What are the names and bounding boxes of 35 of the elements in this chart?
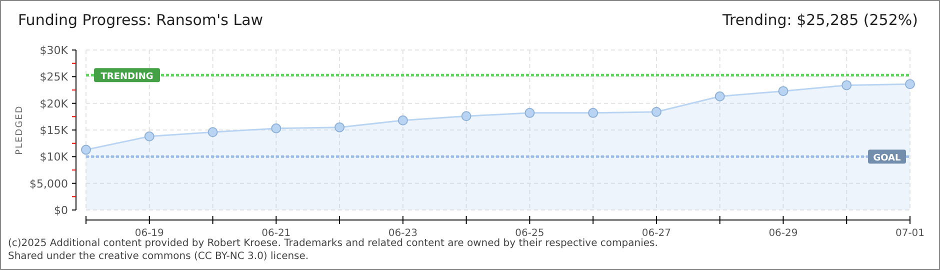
chart-subtitle: Trending: $25,285 (252%) [722,11,918,29]
point [144,131,154,142]
chart-title: Funding Progress: Ransom's Law [18,11,264,29]
y-tick-label: $0 [54,204,68,217]
y-tick-label: $25K [40,70,69,84]
x-tick-label: 06-25 [515,228,544,239]
y-tick-label: $20K [40,97,69,110]
point [81,144,91,155]
point [714,91,725,102]
y-axis-title: PLEDGED [15,105,25,155]
point [651,106,662,117]
point [588,108,598,118]
ref-line-label: TRENDING [100,72,154,82]
point [271,123,282,134]
y-tick-label: $30K [40,44,69,57]
point [461,111,472,122]
ref-line-label: GOAL [873,154,902,164]
point [398,115,408,126]
x-tick-label: 06-23 [388,228,418,239]
y-tick-label: $10K [40,150,69,164]
point [842,80,852,90]
x-tick-label: 06-27 [642,228,671,239]
point [208,127,218,138]
point [334,122,345,132]
point [778,86,788,96]
x-tick-label: 06-29 [768,228,798,239]
y-tick-label: $5,000 [30,177,68,190]
point [905,79,915,90]
point [524,108,535,118]
x-tick-label: 06-21 [262,228,291,239]
text: Shared under the creative commons (CC BY-NC 3.0) license. [8,251,309,262]
y-tick-label: $15K [40,124,69,137]
x-tick-label: 07-01 [895,228,925,239]
x-tick-label: 06-19 [134,228,164,239]
text: (c)2025 Additional content provided by Robert Kroese. Trademarks and related content are owned by their respective companies. [8,238,658,249]
